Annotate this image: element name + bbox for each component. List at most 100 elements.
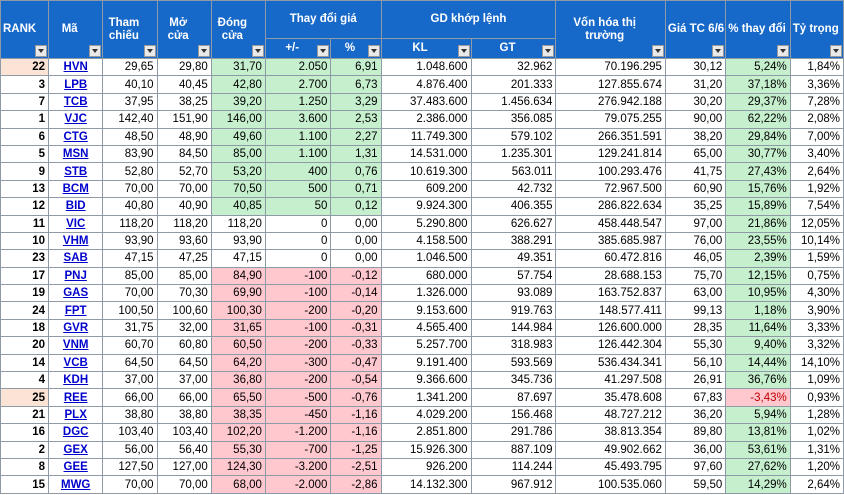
filter-dropdown-icon[interactable] (89, 45, 102, 57)
symbol-link[interactable]: TCB (63, 95, 88, 108)
symbol-cell[interactable]: GEE (48, 457, 104, 477)
pct-change-cell: 12,15% (725, 266, 791, 286)
header-open[interactable]: Mở cửa (156, 0, 212, 59)
filter-dropdown-icon[interactable] (367, 45, 380, 57)
symbol-link[interactable]: MSN (62, 148, 89, 161)
filter-dropdown-icon[interactable] (197, 45, 210, 57)
filter-dropdown-icon[interactable] (317, 45, 330, 57)
symbol-link[interactable]: PLX (64, 409, 87, 421)
header-close[interactable]: Đóng cửa (210, 0, 266, 59)
symbol-link[interactable]: HVN (63, 61, 88, 74)
symbol-cell[interactable]: VIC (48, 214, 104, 233)
rank-cell: 3 (0, 75, 50, 94)
filter-dropdown-icon[interactable] (143, 45, 156, 57)
table-row: 10 VHM 93,90 93,60 93,90 0 0,00 4.158.500 388.29… (0, 231, 844, 251)
market-cap-cell: 276.942.188 (555, 92, 666, 112)
symbol-link[interactable]: PNJ (64, 269, 87, 282)
symbol-link[interactable]: VCB (63, 356, 88, 369)
symbol-link[interactable]: GAS (63, 287, 89, 300)
symbol-link[interactable]: VNM (62, 339, 89, 352)
symbol-cell[interactable]: MWG (48, 475, 104, 494)
symbol-cell[interactable]: FPT (48, 301, 104, 320)
table-row: 13 BCM 70,00 70,00 70,50 500 0,71 609.200 42.732… (0, 179, 844, 199)
symbol-link[interactable]: GEX (63, 443, 88, 456)
open-cell: 70,00 (156, 475, 212, 494)
header-close-6-6[interactable]: Giá TC 6/6 (664, 0, 727, 59)
symbol-cell[interactable]: GVR (48, 318, 104, 338)
header-rank[interactable]: RANK (0, 0, 50, 59)
header-change-abs[interactable]: +/- (264, 38, 332, 59)
symbol-cell[interactable]: REE (48, 388, 104, 407)
header-value[interactable]: GT (470, 38, 557, 59)
header-symbol[interactable]: Mã (48, 0, 104, 59)
rank-cell: 12 (0, 197, 50, 216)
symbol-link[interactable]: BCM (62, 182, 89, 195)
filter-dropdown-icon[interactable] (542, 45, 555, 57)
filter-dropdown-icon[interactable] (35, 45, 48, 57)
symbol-link[interactable]: DGC (62, 426, 89, 439)
change-pct-cell: -1,25 (330, 440, 382, 459)
symbol-cell[interactable]: CTG (48, 127, 104, 146)
header-weight[interactable]: Tỷ trọng (789, 0, 844, 59)
symbol-cell[interactable]: GEX (48, 440, 104, 459)
reference-cell: 83,90 (102, 144, 158, 164)
rank-cell: 14 (0, 353, 50, 373)
table-body: 22 HVN 29,65 29,80 31,70 2.050 6,91 1.048.600 32… (0, 57, 844, 494)
symbol-cell[interactable]: MSN (48, 144, 104, 164)
pct-change-cell: 15,76% (725, 179, 791, 199)
filter-dropdown-icon[interactable] (712, 45, 725, 57)
symbol-cell[interactable]: KDH (48, 371, 104, 390)
symbol-cell[interactable]: LPB (48, 75, 104, 94)
symbol-link[interactable]: REE (63, 391, 88, 404)
symbol-cell[interactable]: BCM (48, 179, 104, 199)
open-cell: 100,60 (156, 301, 212, 320)
symbol-link[interactable]: SAB (63, 252, 88, 265)
header-market-cap[interactable]: Vốn hóa thị trường (555, 0, 666, 59)
symbol-link[interactable]: KDH (63, 374, 89, 387)
symbol-cell[interactable]: PNJ (48, 266, 104, 286)
symbol-cell[interactable]: DGC (48, 423, 104, 442)
symbol-link[interactable]: BID (65, 200, 86, 213)
filter-dropdown-icon[interactable] (651, 45, 664, 57)
pct-change-cell: 1,18% (725, 301, 791, 320)
market-cap-cell: 28.688.153 (555, 266, 666, 286)
filter-dropdown-icon[interactable] (830, 45, 842, 57)
filter-dropdown-icon[interactable] (776, 45, 789, 57)
symbol-link[interactable]: LPB (64, 78, 88, 91)
symbol-link[interactable]: VIC (66, 217, 86, 230)
symbol-cell[interactable]: TCB (48, 92, 104, 112)
symbol-cell[interactable]: BID (48, 197, 104, 216)
symbol-link[interactable]: VJC (64, 113, 87, 126)
symbol-link[interactable]: STB (64, 165, 88, 178)
symbol-cell[interactable]: VCB (48, 353, 104, 373)
symbol-cell[interactable]: VJC (48, 110, 104, 129)
header-reference[interactable]: Tham chiếu (102, 0, 158, 59)
header-change-pct[interactable]: % (330, 38, 382, 59)
symbol-cell[interactable]: PLX (48, 405, 104, 425)
symbol-link[interactable]: VHM (62, 235, 89, 248)
symbol-cell[interactable]: HVN (48, 57, 104, 77)
filter-dropdown-icon[interactable] (251, 45, 264, 57)
filter-dropdown-icon[interactable] (457, 45, 470, 57)
weight-cell: 3,36% (789, 75, 844, 94)
symbol-link[interactable]: MWG (60, 478, 91, 491)
symbol-cell[interactable]: GAS (48, 284, 104, 303)
symbol-cell[interactable]: SAB (48, 249, 104, 268)
table-row: 12 BID 40,80 40,90 40,85 50 0,12 9.924.300 406.3… (0, 197, 844, 216)
reference-cell: 52,80 (102, 162, 158, 181)
pct-change-cell: 53,61% (725, 440, 791, 459)
symbol-cell[interactable]: STB (48, 162, 104, 181)
weight-cell: 3,32% (789, 336, 844, 355)
symbol-link[interactable]: GEE (63, 461, 88, 474)
close-cell: 100,30 (210, 301, 266, 320)
pct-change-cell: 29,84% (725, 127, 791, 146)
header-volume[interactable]: KL (380, 38, 472, 59)
close-6-6-cell: 67,83 (664, 388, 727, 407)
reference-cell: 70,00 (102, 179, 158, 199)
header-pct-change[interactable]: % thay đổi (725, 0, 791, 59)
symbol-cell[interactable]: VNM (48, 336, 104, 355)
symbol-link[interactable]: GVR (63, 322, 89, 335)
symbol-link[interactable]: CTG (63, 130, 88, 143)
symbol-cell[interactable]: VHM (48, 231, 104, 251)
symbol-link[interactable]: FPT (64, 304, 87, 317)
